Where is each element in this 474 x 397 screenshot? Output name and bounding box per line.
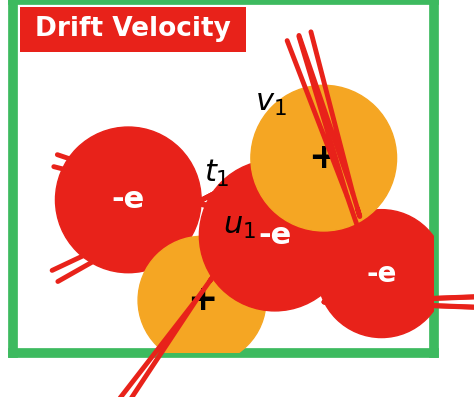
Circle shape (138, 236, 266, 364)
Text: -e: -e (366, 260, 397, 287)
Text: +: + (309, 141, 339, 175)
Circle shape (55, 127, 201, 273)
Text: $t_1$: $t_1$ (204, 158, 230, 189)
FancyBboxPatch shape (20, 7, 246, 52)
Circle shape (251, 85, 397, 231)
Circle shape (200, 160, 350, 311)
Circle shape (318, 210, 446, 337)
Text: Drift Velocity: Drift Velocity (35, 16, 231, 42)
Text: -e: -e (112, 185, 145, 214)
Text: -e: -e (258, 221, 292, 250)
Text: $u_1$: $u_1$ (223, 212, 256, 241)
Text: $v_1$: $v_1$ (255, 89, 286, 118)
Text: +: + (187, 283, 217, 317)
